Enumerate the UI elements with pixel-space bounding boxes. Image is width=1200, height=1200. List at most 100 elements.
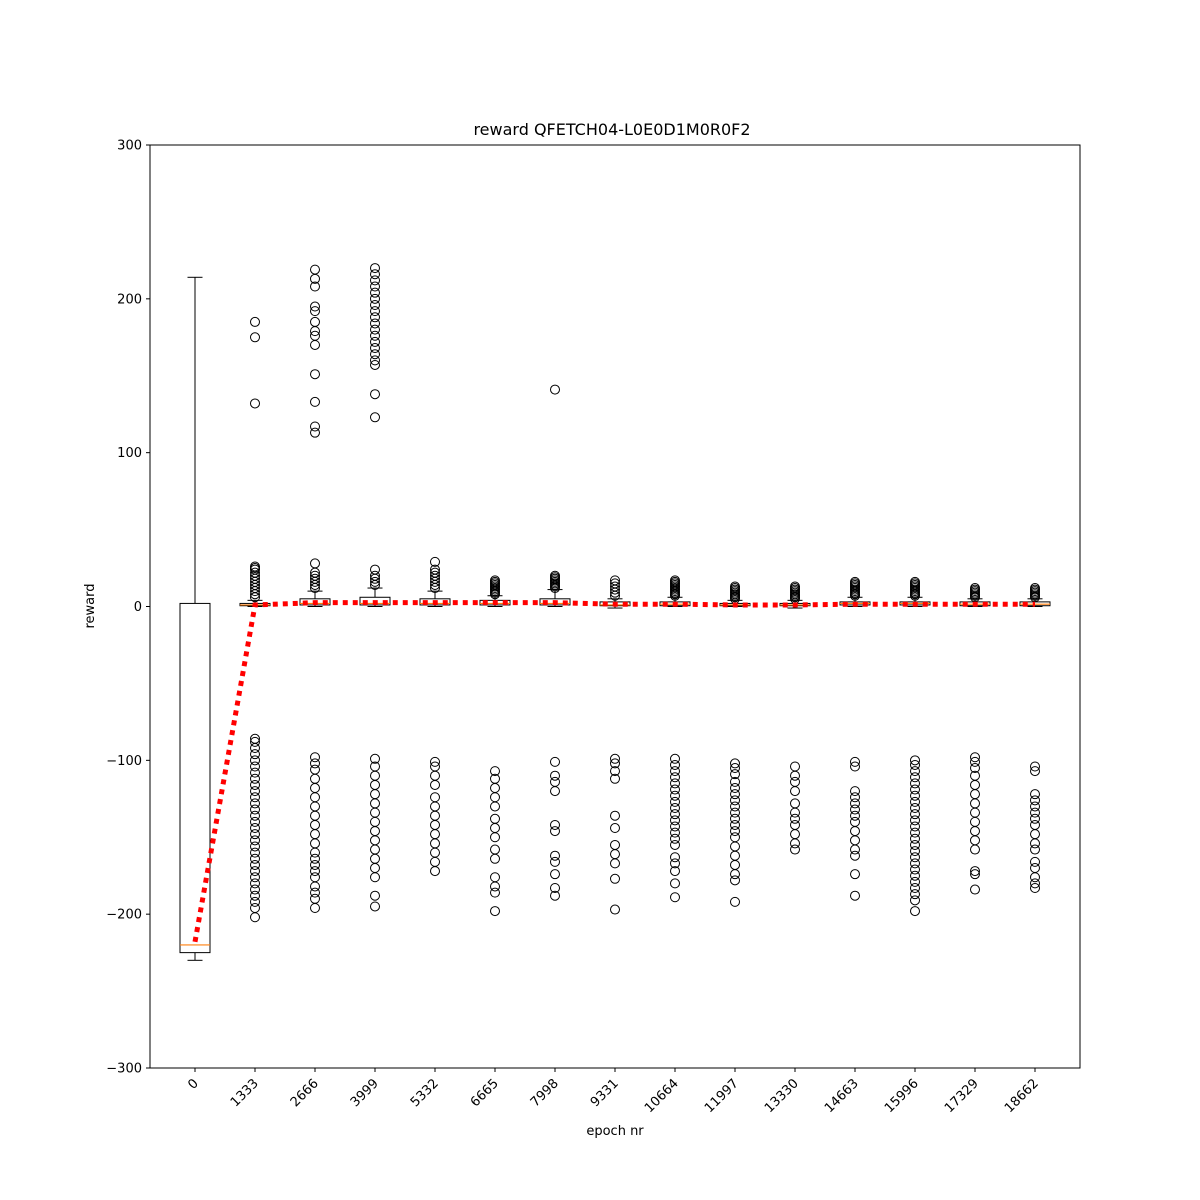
outlier-point	[490, 801, 500, 812]
outlier-point	[670, 852, 680, 863]
outlier-point	[910, 821, 920, 832]
outlier-point	[850, 756, 860, 767]
outlier-point	[550, 869, 560, 880]
outlier-point	[250, 896, 260, 907]
outlier-point	[250, 829, 260, 840]
outlier-point	[370, 412, 380, 423]
outlier-point	[730, 795, 740, 806]
outlier-point	[790, 807, 800, 818]
outlier-point	[250, 767, 260, 778]
outlier-point	[670, 892, 680, 903]
outlier-point	[250, 589, 260, 600]
outlier-point	[490, 832, 500, 843]
outlier-point	[370, 901, 380, 912]
outlier-point	[430, 576, 440, 587]
outlier-point	[250, 792, 260, 803]
outlier-point	[670, 866, 680, 877]
outlier-point	[730, 869, 740, 880]
outlier-point	[910, 827, 920, 838]
outlier-point	[250, 743, 260, 754]
outlier-point	[310, 339, 320, 350]
outlier-point	[550, 384, 560, 395]
outlier-point	[250, 847, 260, 858]
outlier-point	[250, 804, 260, 815]
outlier-point	[910, 755, 920, 766]
outlier-point	[550, 826, 560, 837]
outlier-point	[550, 756, 560, 767]
outlier-point	[250, 841, 260, 852]
outlier-point	[550, 770, 560, 781]
outlier-point	[670, 590, 680, 601]
outlier-point	[370, 299, 380, 310]
outlier-point	[250, 779, 260, 790]
outlier-point	[310, 853, 320, 864]
outlier-point	[550, 850, 560, 861]
outlier-point	[370, 753, 380, 764]
outlier-point	[370, 293, 380, 304]
y-axis-label: reward	[83, 583, 98, 628]
outlier-point	[790, 813, 800, 824]
outlier-point	[550, 583, 560, 594]
outlier-point	[910, 790, 920, 801]
outlier-point	[670, 790, 680, 801]
outlier-point	[370, 355, 380, 366]
outlier-point	[430, 579, 440, 590]
outlier-point	[1030, 856, 1040, 867]
outlier-point	[610, 810, 620, 821]
outlier-point	[610, 823, 620, 834]
y-tick-label: −100	[106, 754, 142, 769]
outlier-point	[490, 766, 500, 777]
outlier-point	[910, 846, 920, 857]
outlier-point	[370, 890, 380, 901]
outlier-point	[490, 853, 500, 864]
outlier-point	[370, 359, 380, 370]
outlier-point	[310, 273, 320, 284]
outlier-point	[730, 769, 740, 780]
outlier-point	[250, 786, 260, 797]
outlier-point	[370, 872, 380, 883]
outlier-point	[250, 872, 260, 883]
outlier-point	[310, 583, 320, 594]
outlier-point	[910, 864, 920, 875]
outlier-point	[250, 823, 260, 834]
outlier-point	[610, 766, 620, 777]
outlier-point	[1030, 795, 1040, 806]
outlier-point	[610, 587, 620, 598]
outlier-point	[1030, 878, 1040, 889]
outlier-point	[910, 833, 920, 844]
outlier-point	[550, 883, 560, 894]
outlier-point	[910, 809, 920, 820]
outlier-point	[610, 858, 620, 869]
outlier-point	[1030, 872, 1040, 883]
outlier-point	[370, 576, 380, 587]
outlier-point	[370, 275, 380, 286]
outlier-point	[910, 895, 920, 906]
outlier-point	[310, 881, 320, 892]
outlier-point	[430, 779, 440, 790]
outlier-point	[370, 306, 380, 317]
outlier-point	[670, 766, 680, 777]
outlier-point	[1030, 766, 1040, 777]
outlier-point	[850, 850, 860, 861]
outlier-point	[670, 803, 680, 814]
outlier-point	[310, 326, 320, 337]
outlier-point	[970, 866, 980, 877]
mean-line	[192, 600, 1035, 943]
y-tick-label: 100	[117, 446, 142, 461]
outlier-point	[730, 807, 740, 818]
outlier-point	[370, 312, 380, 323]
outlier-point	[790, 770, 800, 781]
outlier-point	[250, 816, 260, 827]
outlier-point	[910, 906, 920, 917]
outlier-point	[850, 869, 860, 880]
outlier-point	[910, 852, 920, 863]
outlier-point	[730, 783, 740, 794]
outlier-point	[730, 875, 740, 886]
outlier-point	[670, 778, 680, 789]
outlier-point	[610, 590, 620, 601]
outlier-point	[250, 810, 260, 821]
outlier-point	[250, 316, 260, 327]
outlier-point	[670, 809, 680, 820]
